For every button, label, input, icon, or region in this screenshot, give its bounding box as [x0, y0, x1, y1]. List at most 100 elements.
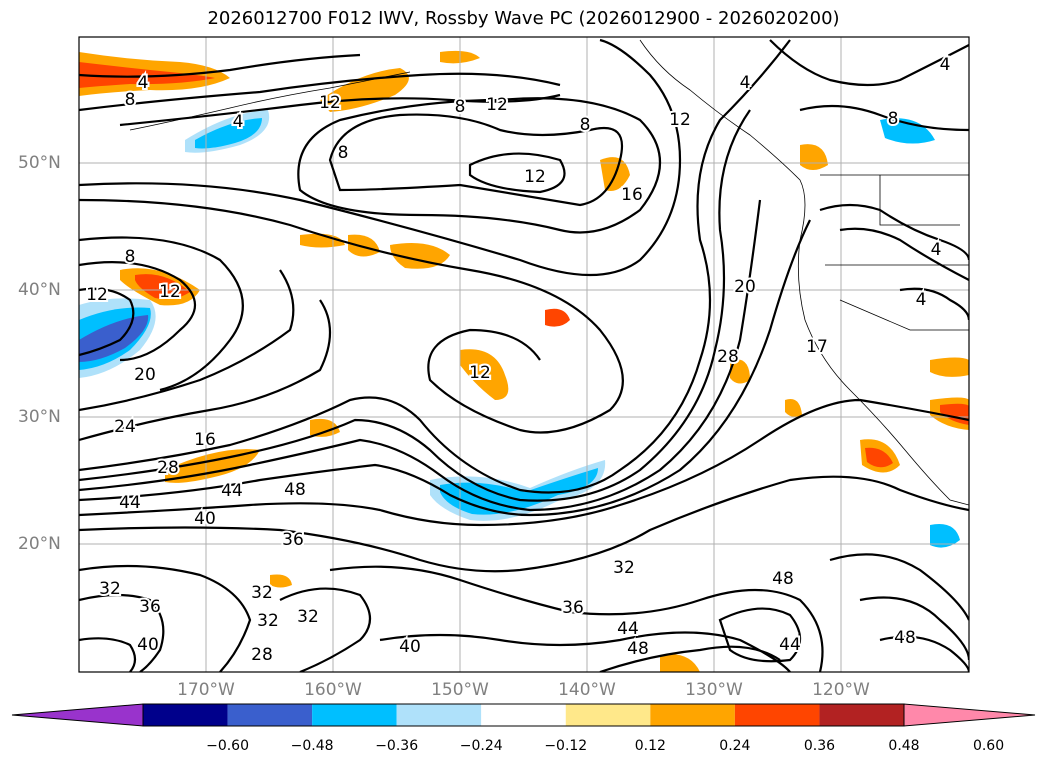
colorbar-tick-label: −0.24: [459, 738, 503, 754]
contour-label: 8: [338, 143, 349, 163]
lat-label-20n: 20°N: [18, 534, 61, 554]
contour-line: [79, 38, 682, 277]
negative-anomaly-region: [440, 468, 598, 515]
colorbar-swatch: [734, 704, 820, 726]
colorbar-tick-label: −0.48: [290, 738, 334, 754]
contour-label: 48: [284, 480, 306, 500]
contour-line: [379, 631, 791, 672]
colorbar-swatch: [481, 704, 566, 726]
contour-label: 32: [99, 579, 121, 599]
contour-label: 17: [806, 337, 828, 357]
contour-line: [899, 287, 969, 321]
contour-label: 8: [455, 97, 466, 117]
contour-label: 32: [251, 583, 273, 603]
contour-label: 16: [621, 185, 643, 205]
lat-label-40n: 40°N: [18, 280, 61, 300]
contour-label: 8: [125, 90, 136, 110]
contour-line: [799, 104, 969, 132]
contour-line: [819, 203, 969, 261]
contour-label: 36: [282, 530, 304, 550]
contour-label: 44: [221, 481, 243, 501]
colorbar-frame: [142, 703, 905, 727]
contour-line: [79, 287, 135, 357]
contour-label: 12: [319, 93, 341, 113]
lon-label-130w: 130°W: [685, 680, 743, 700]
contour-line: [79, 198, 624, 434]
colorbar-swatch: [143, 704, 228, 726]
colorbar-tick-label: −0.12: [544, 738, 588, 754]
contour-label: 12: [159, 282, 181, 302]
coastline: [129, 71, 411, 131]
contour-label: 12: [486, 95, 508, 115]
colorbar-tick-label: 0.24: [719, 738, 751, 754]
positive-anomaly-region: [135, 274, 190, 300]
contour-label: 44: [617, 619, 639, 639]
contour-line: [79, 269, 295, 412]
contour-label: 36: [139, 597, 161, 617]
contour-label: 28: [251, 645, 273, 665]
contour-line: [79, 199, 762, 512]
contour-label: 4: [940, 55, 951, 75]
contour-line: [297, 97, 661, 234]
colorbar-tick-label: 0.12: [634, 738, 666, 754]
contour-label: 24: [114, 417, 136, 437]
contour-label: 12: [669, 110, 691, 130]
positive-anomaly-region: [300, 233, 345, 248]
contour-label: 16: [194, 430, 216, 450]
colorbar-swatch: [227, 704, 313, 726]
positive-anomaly-region: [79, 62, 215, 88]
contour-label: 40: [399, 637, 421, 657]
lon-label-150w: 150°W: [431, 680, 489, 700]
contour-line: [859, 596, 969, 661]
coastline: [879, 175, 960, 226]
graticule: [79, 37, 969, 672]
contour-line: [79, 236, 244, 392]
iwv-contours: [79, 38, 969, 672]
contour-line: [468, 152, 566, 194]
contour-line: [79, 219, 811, 517]
colorbar-extension-low: [11, 703, 144, 727]
contour-label: 20: [134, 365, 156, 385]
colorbar-swatch: [396, 704, 482, 726]
contour-label: 4: [740, 73, 751, 93]
positive-anomaly-region: [460, 349, 509, 400]
contour-line: [79, 53, 361, 78]
contour-line: [328, 113, 624, 207]
contour-label: 48: [627, 639, 649, 659]
contour-label: 40: [137, 635, 159, 655]
contour-label: 48: [894, 628, 916, 648]
contour-line: [119, 93, 561, 127]
contour-label: 12: [469, 363, 491, 383]
lat-label-50n: 50°N: [18, 153, 61, 173]
positive-anomaly-region: [390, 242, 450, 269]
contour-line: [829, 553, 969, 621]
contour-label: 48: [772, 569, 794, 589]
negative-anomaly-region: [930, 524, 960, 548]
positive-anomaly-region: [800, 144, 828, 170]
coastlines: [129, 39, 969, 506]
contour-label: 12: [86, 285, 108, 305]
positive-anomaly-region: [930, 357, 969, 377]
lon-label-160w: 160°W: [304, 680, 362, 700]
positive-anomaly-region: [940, 403, 969, 425]
contour-label: 28: [717, 347, 739, 367]
contour-line: [879, 635, 969, 672]
contour-line: [279, 587, 372, 672]
contour-label: 4: [233, 112, 244, 132]
colorbar-tick-label: 0.60: [972, 738, 1005, 754]
map-title: 2026012700 F012 IWV, Rossby Wave PC (202…: [207, 8, 840, 29]
contour-line: [718, 607, 802, 663]
positive-anomaly-region: [348, 234, 380, 257]
contour-label: 36: [562, 598, 584, 618]
contour-line: [79, 475, 969, 573]
colorbar-tick-label: −0.60: [206, 738, 249, 754]
map-frame: [78, 36, 970, 673]
coastline: [639, 39, 969, 506]
contour-line: [79, 564, 252, 672]
positive-anomaly-region: [270, 574, 292, 588]
contour-line: [79, 261, 196, 362]
contour-label: 4: [931, 240, 942, 260]
contour-label: 4: [916, 290, 927, 310]
contour-line: [839, 227, 969, 281]
